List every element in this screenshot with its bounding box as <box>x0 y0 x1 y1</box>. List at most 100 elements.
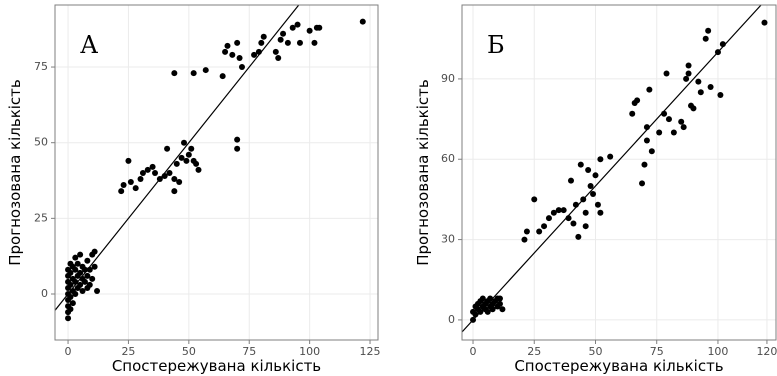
point <box>164 145 171 152</box>
point <box>91 263 98 270</box>
plot <box>462 5 768 333</box>
point <box>634 97 641 104</box>
point <box>487 295 494 302</box>
point <box>77 281 84 288</box>
point <box>251 51 258 58</box>
point <box>592 172 599 179</box>
point <box>570 220 577 227</box>
point <box>670 129 677 136</box>
point <box>577 161 584 168</box>
point <box>607 153 614 160</box>
point <box>139 169 146 176</box>
point <box>555 207 562 214</box>
x-tick-label: 125 <box>360 345 381 358</box>
point <box>127 179 134 186</box>
point <box>272 48 279 55</box>
point <box>656 129 663 136</box>
point <box>125 157 132 164</box>
plot <box>55 5 366 322</box>
point <box>79 287 86 294</box>
point <box>594 201 601 208</box>
point <box>697 89 704 96</box>
point <box>536 228 543 235</box>
point <box>472 311 479 318</box>
point <box>311 39 318 46</box>
point <box>190 70 197 77</box>
point <box>585 166 592 173</box>
point <box>597 209 604 216</box>
point <box>648 148 655 155</box>
point <box>646 86 653 93</box>
point <box>137 176 144 183</box>
point <box>284 39 291 46</box>
y-tick-label: 0 <box>448 313 455 326</box>
point <box>77 269 84 276</box>
point <box>289 24 296 31</box>
y-tick-label: 60 <box>441 152 455 165</box>
point <box>234 136 241 143</box>
y-tick-label: 0 <box>41 287 48 300</box>
y-tick-label: 90 <box>441 72 455 85</box>
point <box>702 35 709 42</box>
x-tick-label: 25 <box>527 345 541 358</box>
point <box>717 91 724 98</box>
x-axis-label: Спостережувана кількість <box>514 357 723 375</box>
point <box>496 295 503 302</box>
identity-line <box>55 5 300 311</box>
x-tick-label: 50 <box>182 345 196 358</box>
y-tick-label: 25 <box>34 211 48 224</box>
point <box>582 223 589 230</box>
point <box>72 291 79 298</box>
plot-background <box>462 5 776 340</box>
point <box>683 75 690 82</box>
point <box>643 124 650 131</box>
point <box>685 70 692 77</box>
x-tick-label: 50 <box>588 345 602 358</box>
point <box>91 248 98 255</box>
point <box>479 295 486 302</box>
point <box>118 188 125 195</box>
point <box>661 110 668 117</box>
point <box>72 278 79 285</box>
point <box>641 161 648 168</box>
point <box>149 163 156 170</box>
point <box>67 294 74 301</box>
point <box>580 196 587 203</box>
point <box>316 24 323 31</box>
point <box>74 260 81 267</box>
point <box>582 209 589 216</box>
point <box>86 281 93 288</box>
point <box>470 316 477 323</box>
point <box>152 169 159 176</box>
plot-border <box>54 4 379 341</box>
point <box>144 166 151 173</box>
point <box>67 269 74 276</box>
point <box>89 275 96 282</box>
point <box>171 70 178 77</box>
point <box>77 251 84 258</box>
point <box>195 166 202 173</box>
point <box>173 160 180 167</box>
point <box>222 48 229 55</box>
point <box>294 21 301 28</box>
point <box>224 42 231 49</box>
point <box>161 172 168 179</box>
point <box>229 51 236 58</box>
point <box>234 145 241 152</box>
plot-background <box>55 5 378 340</box>
point <box>761 19 768 26</box>
point <box>132 185 139 192</box>
point <box>193 160 200 167</box>
point <box>567 177 574 184</box>
x-tick-label: 0 <box>470 345 477 358</box>
point <box>65 315 72 322</box>
point <box>94 287 101 294</box>
point <box>183 157 190 164</box>
point <box>523 228 530 235</box>
point <box>707 83 714 90</box>
point <box>219 73 226 80</box>
point <box>178 154 185 161</box>
point <box>521 236 528 243</box>
point <box>234 39 241 46</box>
point <box>81 266 88 273</box>
